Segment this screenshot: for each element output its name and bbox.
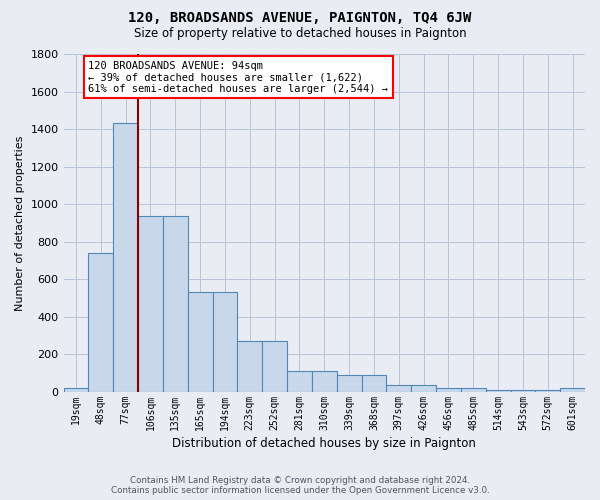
Bar [411,384,436,392]
Bar [337,375,362,392]
Bar [188,292,212,392]
X-axis label: Distribution of detached houses by size in Paignton: Distribution of detached houses by size … [172,437,476,450]
Bar [386,384,411,392]
Bar [461,388,485,392]
Text: Contains HM Land Registry data © Crown copyright and database right 2024.
Contai: Contains HM Land Registry data © Crown c… [110,476,490,495]
Bar [138,216,163,392]
Bar [64,388,88,392]
Bar [88,253,113,392]
Bar [485,390,511,392]
Bar [262,342,287,392]
Bar [436,388,461,392]
Bar [163,216,188,392]
Bar [113,124,138,392]
Bar [511,390,535,392]
Bar [287,372,312,392]
Bar [212,292,238,392]
Bar [560,388,585,392]
Bar [238,342,262,392]
Bar [312,372,337,392]
Y-axis label: Number of detached properties: Number of detached properties [15,136,25,310]
Bar [362,375,386,392]
Text: Size of property relative to detached houses in Paignton: Size of property relative to detached ho… [134,28,466,40]
Text: 120, BROADSANDS AVENUE, PAIGNTON, TQ4 6JW: 120, BROADSANDS AVENUE, PAIGNTON, TQ4 6J… [128,11,472,25]
Text: 120 BROADSANDS AVENUE: 94sqm
← 39% of detached houses are smaller (1,622)
61% of: 120 BROADSANDS AVENUE: 94sqm ← 39% of de… [88,60,388,94]
Bar [535,390,560,392]
